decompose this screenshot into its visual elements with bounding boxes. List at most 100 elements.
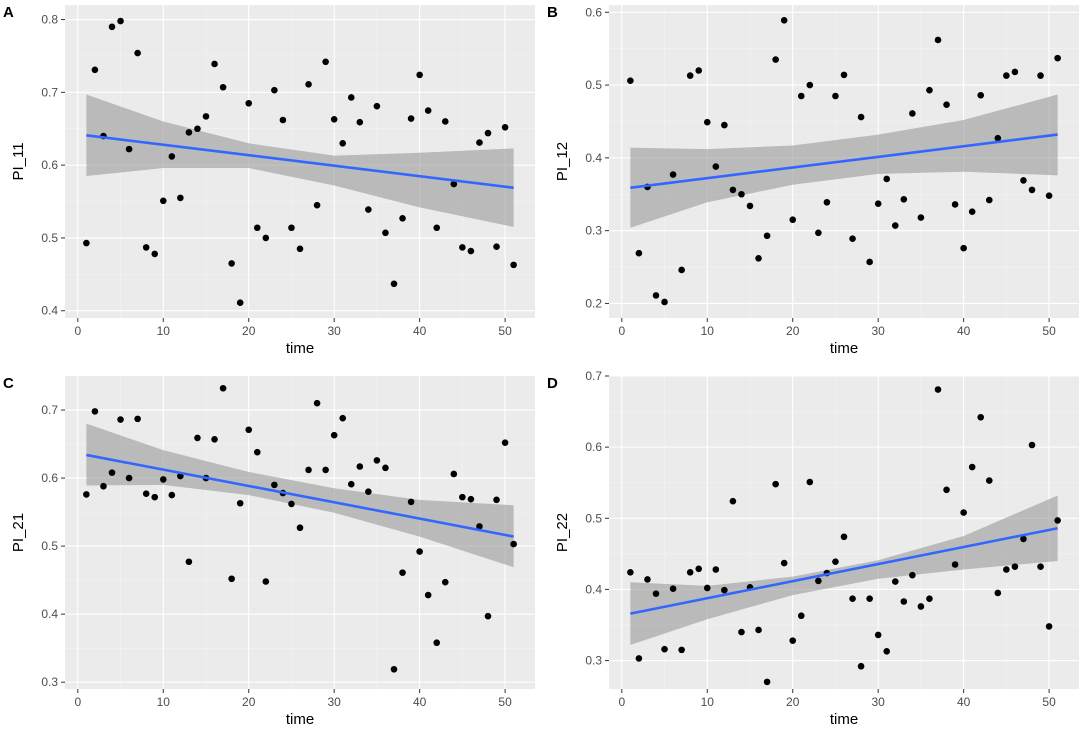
panel-d-xtick-label-20: 20	[786, 695, 800, 709]
panel-c-point-30	[330, 431, 338, 439]
panel-a-xtick-label-0: 0	[74, 324, 81, 338]
panel-a-point-10	[159, 197, 167, 205]
panel-b-xlabel: time	[830, 340, 858, 357]
panel-c-point-1	[83, 491, 90, 498]
panel-c-point-7	[134, 415, 141, 423]
panel-d-point-21	[797, 612, 805, 620]
panel-c-point-40	[416, 548, 423, 555]
panel-b-ytick-label-0: 0.2	[585, 296, 602, 310]
panel-d-point-20	[789, 637, 797, 644]
panel-c-point-45	[459, 493, 466, 501]
panel-b-plot-area	[627, 16, 1061, 306]
panel-a-point-8	[142, 244, 150, 251]
panel-a-point-4	[108, 23, 116, 31]
panel-a-point-25	[288, 224, 295, 232]
panel-a-point-1	[83, 239, 90, 247]
panel-c-point-27	[305, 466, 312, 474]
panel-c-xtick-label-20: 20	[242, 695, 256, 709]
panel-b-xtick-label-30: 30	[872, 324, 886, 338]
panel-d-ylabel: PI_22	[554, 513, 571, 552]
panel-a-point-49	[493, 243, 500, 250]
panel-d-point-8	[686, 569, 694, 576]
panel-a-point-12	[177, 194, 184, 202]
panel-b-point-4	[652, 292, 660, 299]
panel-b-point-25	[832, 92, 839, 100]
panel-d-xtick-label-50: 50	[1042, 695, 1056, 709]
panel-d-plot-area	[627, 386, 1061, 686]
panel-c-point-22	[262, 578, 270, 585]
panel-b-point-42	[977, 91, 985, 99]
panel-d-point-28	[857, 662, 865, 670]
panel-c-point-3	[100, 482, 107, 490]
panel-c-tag: C	[3, 375, 14, 392]
panel-d-point-41	[968, 463, 976, 471]
panel-d-point-37	[934, 386, 942, 393]
panel-a-point-17	[219, 83, 227, 91]
panel-c-point-50	[501, 439, 509, 446]
panel-c: 0 10 20 30 40 50 0.3 0.4 0.5 0.6 0.7 time PI_21 C	[3, 375, 535, 728]
panel-a-ylabel: PI_11	[10, 142, 27, 180]
panel-c-point-9	[151, 493, 159, 501]
panel-b-point-16	[755, 255, 762, 262]
panel-c-point-48	[484, 612, 492, 620]
panel-b-point-31	[883, 175, 891, 183]
panel-b-point-33	[900, 196, 908, 203]
panel-a-point-47	[476, 139, 483, 146]
panel-d-point-44	[994, 589, 1002, 597]
panel-a-xtick-label-10: 10	[157, 324, 171, 338]
panel-d-point-14	[738, 628, 745, 636]
panel-d-point-1	[627, 569, 634, 576]
panel-c-fit-line	[86, 453, 514, 538]
panel-b-xtick-label-40: 40	[957, 324, 971, 338]
panel-d-xlabel: time	[830, 711, 858, 728]
panel-a-point-18	[228, 260, 235, 267]
panel-d: 0 10 20 30 40 50 0.3 0.4 0.5 0.6 0.7 time PI_22 D	[547, 369, 1079, 728]
panel-d-point-42	[977, 413, 985, 421]
panel-b-ylabel: PI_12	[554, 142, 571, 181]
panel-b-point-43	[985, 196, 993, 204]
panel-d-ytick-label-3: 0.6	[585, 440, 602, 454]
panel-a-fit-line	[86, 134, 514, 189]
panel-c-point-46	[467, 495, 475, 503]
panel-c-point-49	[493, 496, 500, 504]
panel-b-point-50	[1045, 192, 1053, 200]
panel-d-point-33	[900, 598, 908, 605]
panel-a-xtick-label-20: 20	[242, 324, 256, 338]
panel-b-point-28	[857, 113, 865, 121]
panel-d-point-47	[1020, 535, 1027, 543]
panel-c-xtick-label-10: 10	[157, 695, 171, 709]
panel-a-point-24	[279, 116, 287, 124]
panel-d-point-38	[943, 486, 950, 494]
panel-a-point-27	[305, 81, 312, 88]
panel-d-point-6	[669, 585, 677, 592]
panel-d-point-4	[652, 590, 660, 597]
panel-c-point-10	[159, 476, 167, 483]
panel-c-xtick-label-30: 30	[328, 695, 342, 709]
panel-a-point-11	[168, 153, 176, 160]
panel-c-point-2	[91, 408, 99, 415]
panel-b-ytick-label-1: 0.3	[585, 224, 602, 238]
panel-c-point-11	[168, 491, 176, 499]
panel-b-point-44	[994, 134, 1002, 142]
panel-a-point-7	[134, 49, 141, 57]
panel-b-point-34	[909, 110, 916, 117]
panel-b-point-20	[789, 216, 797, 224]
panel-b-point-15	[746, 202, 754, 210]
panel-b-point-22	[806, 81, 814, 89]
panel-b-point-14	[738, 190, 745, 198]
panel-d-point-30	[874, 631, 882, 639]
panel-b-point-46	[1011, 68, 1019, 76]
panel-d-point-12	[721, 586, 728, 594]
panel-a-point-15	[202, 113, 210, 120]
panel-a-point-46	[467, 247, 475, 255]
panel-b-point-7	[678, 266, 685, 274]
panel-b-point-39	[951, 201, 959, 208]
panel-d-xtick-label-0: 0	[618, 695, 625, 709]
panel-d-fit-line	[630, 526, 1058, 615]
panel-a-point-9	[151, 250, 159, 258]
panel-d-point-31	[883, 647, 891, 655]
panel-a-plot-area	[83, 17, 517, 307]
panel-a: 0 10 20 30 40 50 0.4 0.5 0.6 0.7 0.8 time PI_11 A	[3, 4, 535, 357]
panel-a-point-21	[253, 224, 261, 232]
